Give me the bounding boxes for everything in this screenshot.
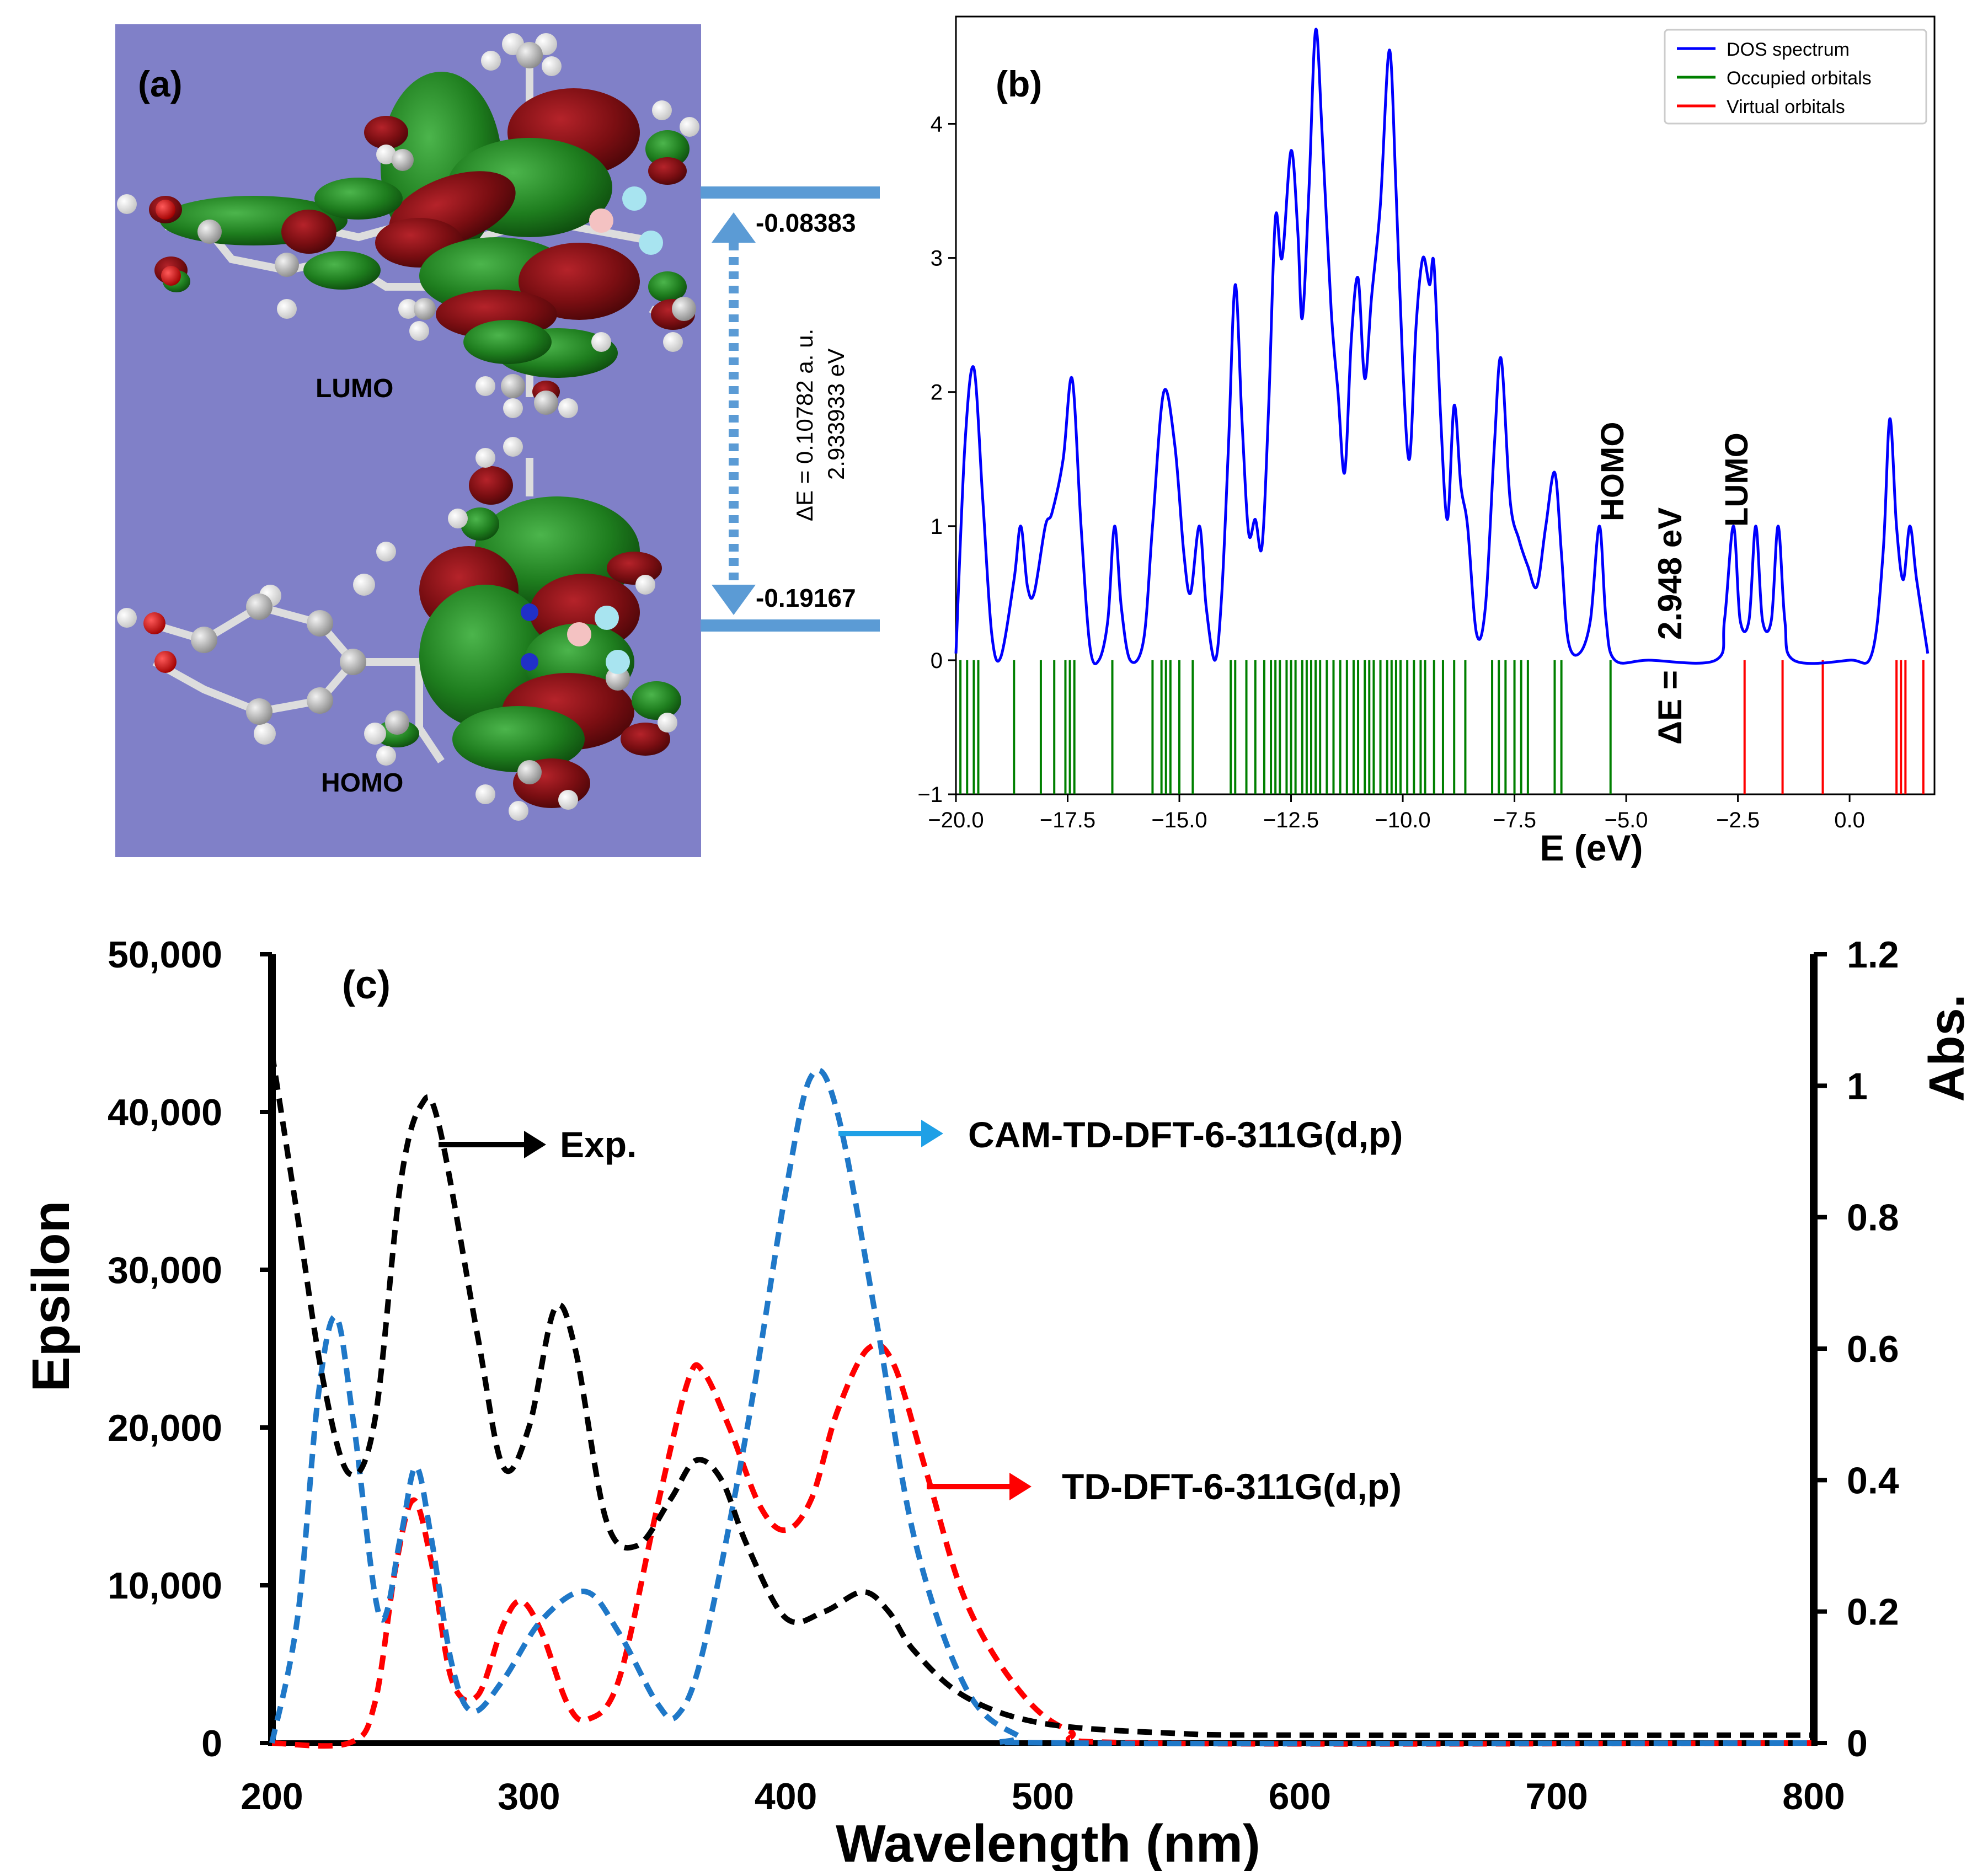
lumo-energy-value: -0.08383 xyxy=(756,209,856,237)
dos-y-tick-label: 0 xyxy=(931,649,943,673)
spectrum-line-exp xyxy=(269,1052,1814,1738)
dos-x-tick-label: −5.0 xyxy=(1605,808,1648,832)
legend-dos-spectrum: DOS spectrum xyxy=(1727,39,1850,60)
dos-y-tick-label: 2 xyxy=(931,381,943,405)
dos-spectrum-line xyxy=(954,28,1930,665)
x-tick-label: 400 xyxy=(755,1776,817,1817)
lumo-orbital-image xyxy=(117,33,699,418)
lumo-energy-level xyxy=(701,186,880,199)
spectrum-axis-ticks: 0 10,000 20,000 30,000 40,000 50,000 0 0.2 0.4 0.… xyxy=(108,934,1899,1817)
right-y-tick-label: 0.2 xyxy=(1847,1591,1899,1633)
energy-gap-arrowhead-down xyxy=(712,585,756,615)
dos-x-axis-label: E (eV) xyxy=(1540,827,1643,868)
dos-x-tick-label: −17.5 xyxy=(1040,808,1095,832)
panel-a: (a) xyxy=(115,24,880,857)
left-y-tick-label: 30,000 xyxy=(108,1249,222,1291)
dos-plot-frame xyxy=(955,15,1936,795)
left-y-tick-label: 0 xyxy=(201,1723,222,1765)
left-y-tick-label: 10,000 xyxy=(108,1565,222,1607)
dos-x-tick-label: 0.0 xyxy=(1834,808,1865,832)
legend-occupied-orbitals: Occupied orbitals xyxy=(1727,68,1872,89)
dos-y-tick-label: 4 xyxy=(931,112,943,136)
homo-energy-value: -0.19167 xyxy=(756,584,856,612)
spectrum-lines xyxy=(269,1052,1814,1749)
tddft-annotation: TD-DFT-6-311G(d,p) xyxy=(1062,1466,1402,1507)
cam-arrowhead xyxy=(921,1120,943,1147)
right-y-tick-label: 1.2 xyxy=(1847,934,1899,976)
legend-virtual-orbitals: Virtual orbitals xyxy=(1727,97,1845,117)
left-y-tick-label: 40,000 xyxy=(108,1092,222,1134)
lumo-annotation: LUMO xyxy=(1719,432,1755,527)
panel-b-label: (b) xyxy=(996,63,1042,104)
homo-label: HOMO xyxy=(321,768,403,798)
x-tick-label: 500 xyxy=(1012,1776,1074,1817)
energy-gap-arrowhead-up xyxy=(712,212,756,243)
dos-x-tick-label: −2.5 xyxy=(1716,808,1760,832)
tddft-arrowhead xyxy=(1009,1473,1032,1500)
x-tick-label: 300 xyxy=(498,1776,560,1817)
spectrum-line-cam-td-dft-6-311g-d-p xyxy=(269,1067,1814,1747)
x-axis-label: Wavelength (nm) xyxy=(836,1814,1260,1871)
right-y-axis-label: Abs. xyxy=(1920,994,1975,1102)
x-tick-label: 600 xyxy=(1269,1776,1331,1817)
dos-x-axis-ticks: −20.0 −17.5 −15.0 −12.5 −10.0 −7.5 −5.0 −2.5 0.0 xyxy=(928,794,1865,832)
dos-x-tick-label: −10.0 xyxy=(1375,808,1430,832)
x-tick-label: 200 xyxy=(241,1776,303,1817)
orbital-sticks xyxy=(959,660,1925,794)
left-y-tick-label: 20,000 xyxy=(108,1407,222,1449)
dos-y-tick-label: 3 xyxy=(931,247,943,271)
dos-x-tick-label: −20.0 xyxy=(928,808,984,832)
exp-arrowhead xyxy=(524,1131,546,1158)
homo-annotation: HOMO xyxy=(1595,422,1631,521)
panel-c-label: (c) xyxy=(342,963,391,1007)
dos-x-tick-label: −12.5 xyxy=(1263,808,1319,832)
x-tick-label: 800 xyxy=(1782,1776,1845,1817)
dos-x-tick-label: −7.5 xyxy=(1493,808,1536,832)
dos-legend: DOS spectrum Occupied orbitals Virtual o… xyxy=(1664,29,1927,125)
right-y-tick-label: 1 xyxy=(1847,1065,1868,1107)
dos-y-tick-label: −1 xyxy=(917,783,943,807)
left-y-axis-label: Epsilon xyxy=(22,1201,81,1392)
right-y-tick-label: 0 xyxy=(1847,1723,1868,1765)
homo-orbital-image xyxy=(117,437,681,821)
right-y-tick-label: 0.8 xyxy=(1847,1197,1899,1239)
dos-x-tick-label: −15.0 xyxy=(1151,808,1207,832)
x-tick-label: 700 xyxy=(1525,1776,1588,1817)
energy-gap-ev: 2.933933 eV xyxy=(823,349,849,480)
energy-gap-au: ΔE = 0.10782 a. u. xyxy=(792,329,817,521)
homo-energy-level xyxy=(701,619,880,632)
gap-annotation-label: ΔE = xyxy=(1652,670,1688,745)
cam-annotation: CAM-TD-DFT-6-311G(d,p) xyxy=(968,1114,1403,1155)
panel-c: 0 10,000 20,000 30,000 40,000 50,000 0 0.2 0.4 0.… xyxy=(22,934,1975,1871)
lumo-label: LUMO xyxy=(316,374,393,403)
dos-y-axis-ticks: −1 0 1 2 3 4 xyxy=(917,112,956,807)
panel-b: −1 0 1 2 3 4 −20.0 −17.5 −15.0 −12.5 −10.0 −7.5 −5.… xyxy=(917,15,1936,868)
exp-annotation: Exp. xyxy=(560,1124,637,1165)
panel-a-label: (a) xyxy=(138,63,183,104)
right-y-tick-label: 0.4 xyxy=(1847,1460,1899,1501)
left-y-tick-label: 50,000 xyxy=(108,934,222,976)
spectrum-line-td-dft-6-311g-d-p xyxy=(271,1341,1814,1749)
gap-annotation-value: 2.948 eV xyxy=(1652,507,1688,640)
right-y-tick-label: 0.6 xyxy=(1847,1328,1899,1370)
dos-y-tick-label: 1 xyxy=(931,515,943,539)
